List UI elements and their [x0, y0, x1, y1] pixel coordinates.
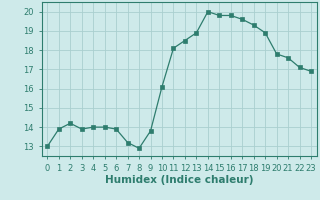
X-axis label: Humidex (Indice chaleur): Humidex (Indice chaleur): [105, 175, 253, 185]
